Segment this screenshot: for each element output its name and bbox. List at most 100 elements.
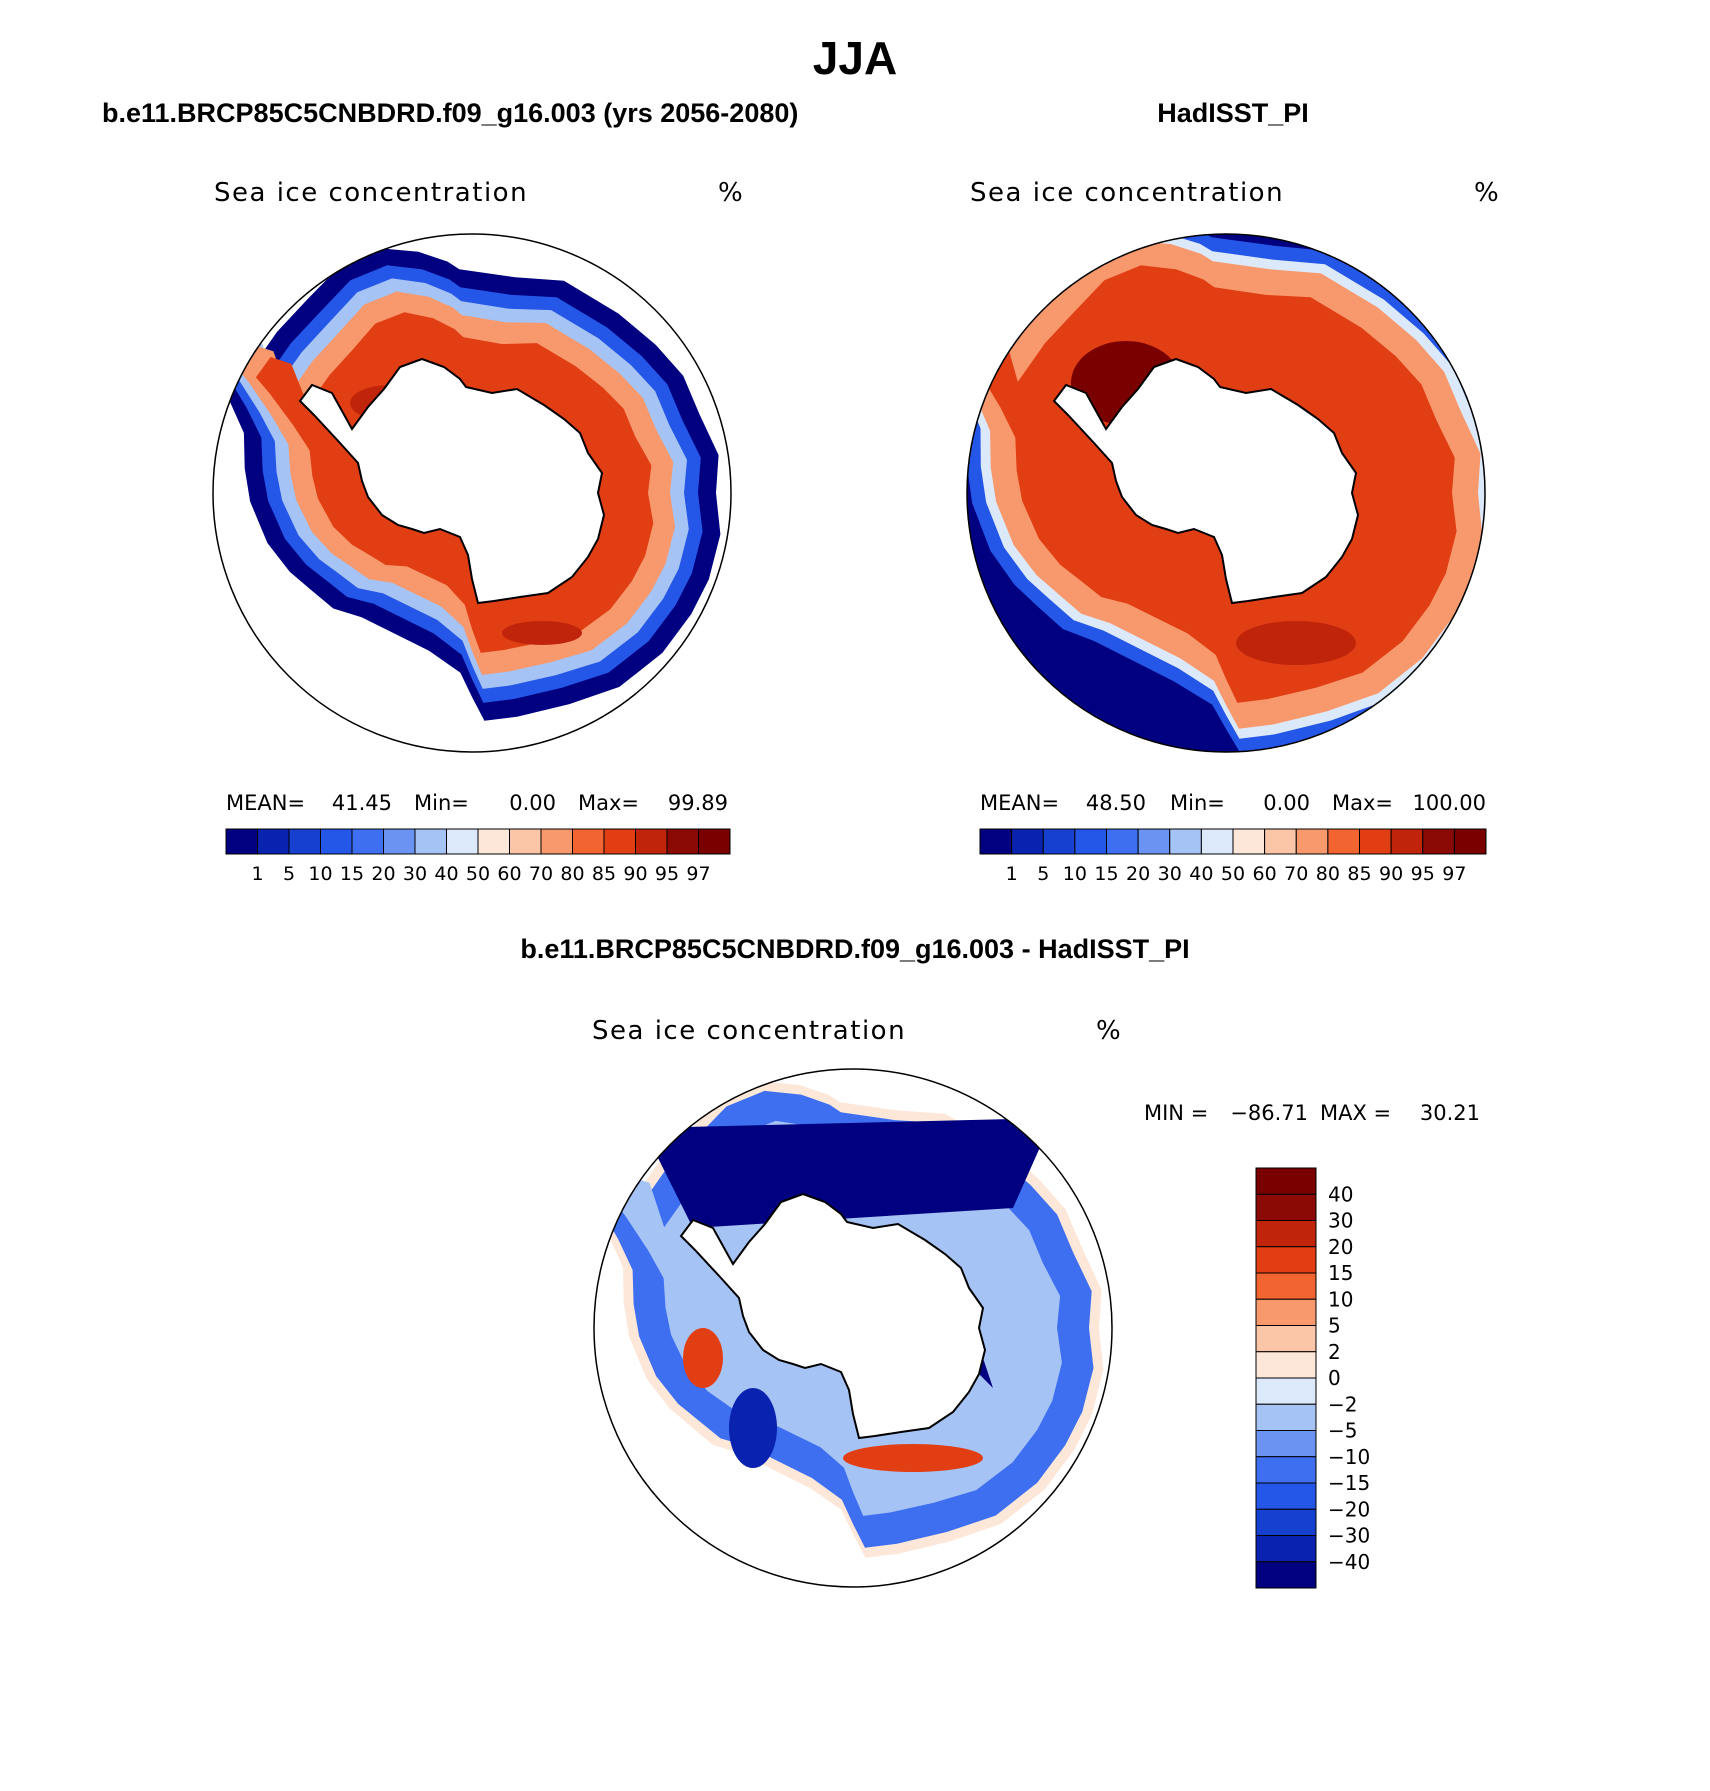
colorbar-tick-label: 2: [1328, 1340, 1341, 1364]
colorbar-swatch: [1255, 1351, 1317, 1379]
variable-label-difference: Sea ice concentration: [592, 1016, 906, 1046]
ice-core-ross: [1236, 621, 1356, 665]
colorbar-swatch: [1255, 1561, 1317, 1589]
colorbar-tick-label: 80: [560, 863, 584, 885]
colorbar-swatch: [572, 828, 605, 855]
mean-label-model: MEAN=: [226, 791, 305, 815]
colorbar-tick-label: 40: [1328, 1182, 1353, 1206]
colorbar-tick-label: 50: [1221, 863, 1245, 885]
colorbar-swatch: [1255, 1246, 1317, 1274]
colorbar-tick-label: −5: [1328, 1419, 1357, 1443]
colorbar-swatch: [1255, 1193, 1317, 1221]
colorbar-swatch: [414, 828, 447, 855]
colorbar-swatch: [1255, 1377, 1317, 1405]
colorbar-swatch: [1255, 1456, 1317, 1484]
min-value-model: 0.00: [509, 791, 556, 815]
colorbar-swatch: [1359, 828, 1392, 855]
max-value-model: 99.89: [668, 791, 728, 815]
panel-title-observed: HadISST_PI: [1157, 98, 1309, 128]
diff-negative-southwest: [729, 1388, 777, 1468]
colorbar-tick-label: 60: [497, 863, 521, 885]
colorbar-tick-label: 85: [1347, 863, 1371, 885]
ice-core-ross: [502, 621, 582, 645]
colorbar-swatch: [320, 828, 353, 855]
colorbar-swatch: [1255, 1220, 1317, 1248]
map-boundary-model: [212, 233, 732, 753]
colorbar-swatch: [509, 828, 542, 855]
colorbar-swatch: [1200, 828, 1234, 855]
colorbar-swatch: [1011, 828, 1044, 855]
max-label-model: Max=: [578, 791, 639, 815]
colorbar-swatch: [1169, 828, 1202, 855]
colorbar-swatch: [1422, 828, 1455, 855]
colorbar-swatch: [1453, 828, 1487, 855]
colorbar-tick-label: 97: [1442, 863, 1466, 885]
colorbar-tick-label: 70: [529, 863, 553, 885]
colorbar-swatch: [1255, 1535, 1317, 1563]
units-label-model: %: [718, 178, 743, 208]
colorbar-tick-label: 60: [1253, 863, 1277, 885]
colorbar-swatch: [225, 828, 258, 855]
colorbar-swatch: [979, 828, 1013, 855]
colorbar-tick-label: 1: [251, 863, 263, 885]
antarctica-outline: [298, 357, 606, 605]
colorbar-swatch: [1327, 828, 1360, 855]
colorbar-tick-label: −10: [1328, 1445, 1370, 1469]
colorbar-swatch: [1137, 828, 1171, 855]
units-label-observed: %: [1474, 178, 1499, 208]
colorbar-tick-label: 5: [1037, 863, 1049, 885]
colorbar-swatch: [666, 828, 699, 855]
min-label-model: Min=: [414, 791, 469, 815]
min-label-difference: MIN =: [1144, 1101, 1208, 1125]
mean-value-observed: 48.50: [1086, 791, 1146, 815]
colorbar-tick-label: 10: [308, 863, 332, 885]
max-label-difference: MAX =: [1320, 1101, 1391, 1125]
mean-value-model: 41.45: [332, 791, 392, 815]
colorbar-swatch: [383, 828, 416, 855]
colorbar-swatch: [1255, 1482, 1317, 1510]
colorbar-tick-label: 5: [1328, 1314, 1341, 1338]
variable-label-observed: Sea ice concentration: [970, 178, 1284, 208]
colorbar-tick-label: 70: [1284, 863, 1308, 885]
colorbar-swatch: [540, 828, 573, 855]
colorbar-tick-label: −20: [1328, 1497, 1370, 1521]
colorbar-tick-label: 90: [623, 863, 647, 885]
colorbar-observed: 1 5 10 15 20 30 40 50 60 70 80 85 90 95 97: [979, 828, 1487, 885]
diff-positive-west: [683, 1328, 723, 1388]
colorbar-tick-label: 15: [1094, 863, 1118, 885]
colorbar-swatch: [1264, 828, 1297, 855]
colorbar-tick-label: 97: [686, 863, 710, 885]
colorbar-swatch: [635, 828, 668, 855]
antarctica-outline: [1052, 357, 1360, 605]
colorbar-swatch: [603, 828, 636, 855]
max-value-difference: 30.21: [1420, 1101, 1480, 1125]
max-value-observed: 100.00: [1413, 791, 1486, 815]
colorbar-tick-label: 5: [283, 863, 295, 885]
colorbar-swatch: [1255, 1430, 1317, 1458]
page-title: JJA: [813, 32, 897, 84]
colorbar-swatch: [1255, 1403, 1317, 1431]
colorbar-tick-label: 10: [1328, 1287, 1353, 1311]
colorbar-swatch: [1295, 828, 1329, 855]
colorbar-swatch: [1390, 828, 1424, 855]
colorbar-swatch: [288, 828, 321, 855]
colorbar-tick-label: −2: [1328, 1392, 1357, 1416]
sea-ice-map-difference: [594, 1069, 1112, 1587]
variable-label-model: Sea ice concentration: [214, 178, 528, 208]
colorbar-tick-label: 0: [1328, 1366, 1341, 1390]
colorbar-tick-label: 30: [403, 863, 427, 885]
panel-difference: b.e11.BRCP85C5CNBDRD.f09_g16.003 - HadIS…: [520, 934, 1480, 1589]
colorbar-tick-label: 40: [1189, 863, 1213, 885]
colorbar-tick-label: 10: [1063, 863, 1087, 885]
colorbar-tick-label: −40: [1328, 1550, 1370, 1574]
max-label-observed: Max=: [1332, 791, 1393, 815]
map-boundary-observed: [966, 233, 1486, 753]
diff-band-minus40-north: [643, 1118, 1053, 1228]
colorbar-tick-label: −30: [1328, 1524, 1370, 1548]
colorbar-tick-label: 90: [1379, 863, 1403, 885]
colorbar-tick-label: 30: [1328, 1209, 1353, 1233]
mean-label-observed: MEAN=: [980, 791, 1059, 815]
colorbar-tick-label: 15: [340, 863, 364, 885]
